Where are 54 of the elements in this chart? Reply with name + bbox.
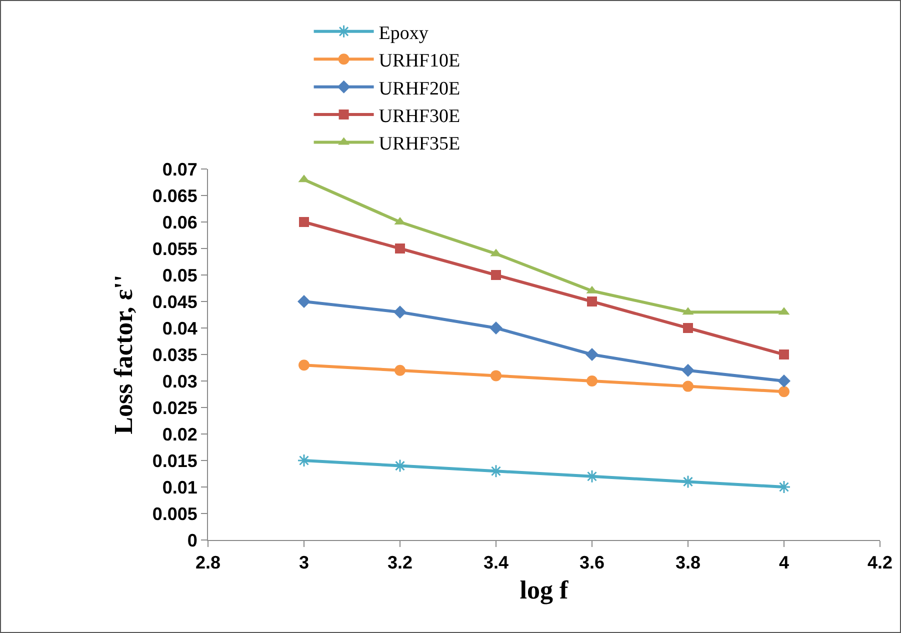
x-tick-label: 3.4 [483,552,509,573]
x-tick-label: 3.2 [387,552,413,573]
point [297,454,311,468]
y-tick-label: 0.035 [152,344,198,365]
point [779,350,789,360]
x-tick-label: 4.2 [867,552,893,573]
y-tick-label: 0 [187,530,198,550]
point [682,364,694,377]
point [683,323,693,333]
y-axis-title: Loss factor, ε'' [108,274,138,434]
point [585,470,599,484]
point [298,360,310,371]
y-tick-label: 0.02 [162,424,198,444]
point [490,370,502,382]
legend-label: URHF35E [378,134,460,155]
point [586,376,598,386]
legend-label: URHF20E [378,78,460,100]
point [778,386,790,398]
y-tick-label: 0.005 [152,504,198,524]
point [299,217,309,227]
y-tick-label: 0.07 [162,159,198,180]
y-tick-label: 0.055 [152,238,198,259]
y-tick-label: 0.06 [162,212,198,232]
x-tick-label: 3.8 [675,552,701,573]
y-tick-label: 0.065 [152,186,198,206]
point [395,244,405,254]
point [778,374,790,388]
point [394,306,406,319]
point [394,364,406,376]
x-tick-label: 3.6 [579,552,605,573]
legend-label: Epoxy [378,22,429,44]
y-tick-label: 0.01 [162,477,198,498]
point [682,380,694,392]
x-tick-label: 2.8 [195,552,221,573]
y-tick-label: 0.025 [152,398,198,418]
point [681,474,695,488]
legend-label: URHF30E [378,106,460,127]
x-axis-title: log f [520,575,569,604]
point [489,464,503,478]
y-tick-label: 0.045 [152,292,198,312]
point [490,322,502,334]
x-tick-label: 4 [778,552,790,573]
y-tick-label: 0.015 [152,450,198,471]
y-tick-label: 0.03 [162,371,198,392]
legend-label: URHF10E [378,50,460,72]
point [393,459,407,473]
y-tick-label: 0.05 [162,265,198,286]
x-tick-label: 3 [298,552,310,573]
point [298,295,310,308]
point [587,296,597,306]
point [491,270,501,280]
point [777,480,791,494]
y-tick-label: 0.04 [162,318,198,338]
point [586,348,598,361]
